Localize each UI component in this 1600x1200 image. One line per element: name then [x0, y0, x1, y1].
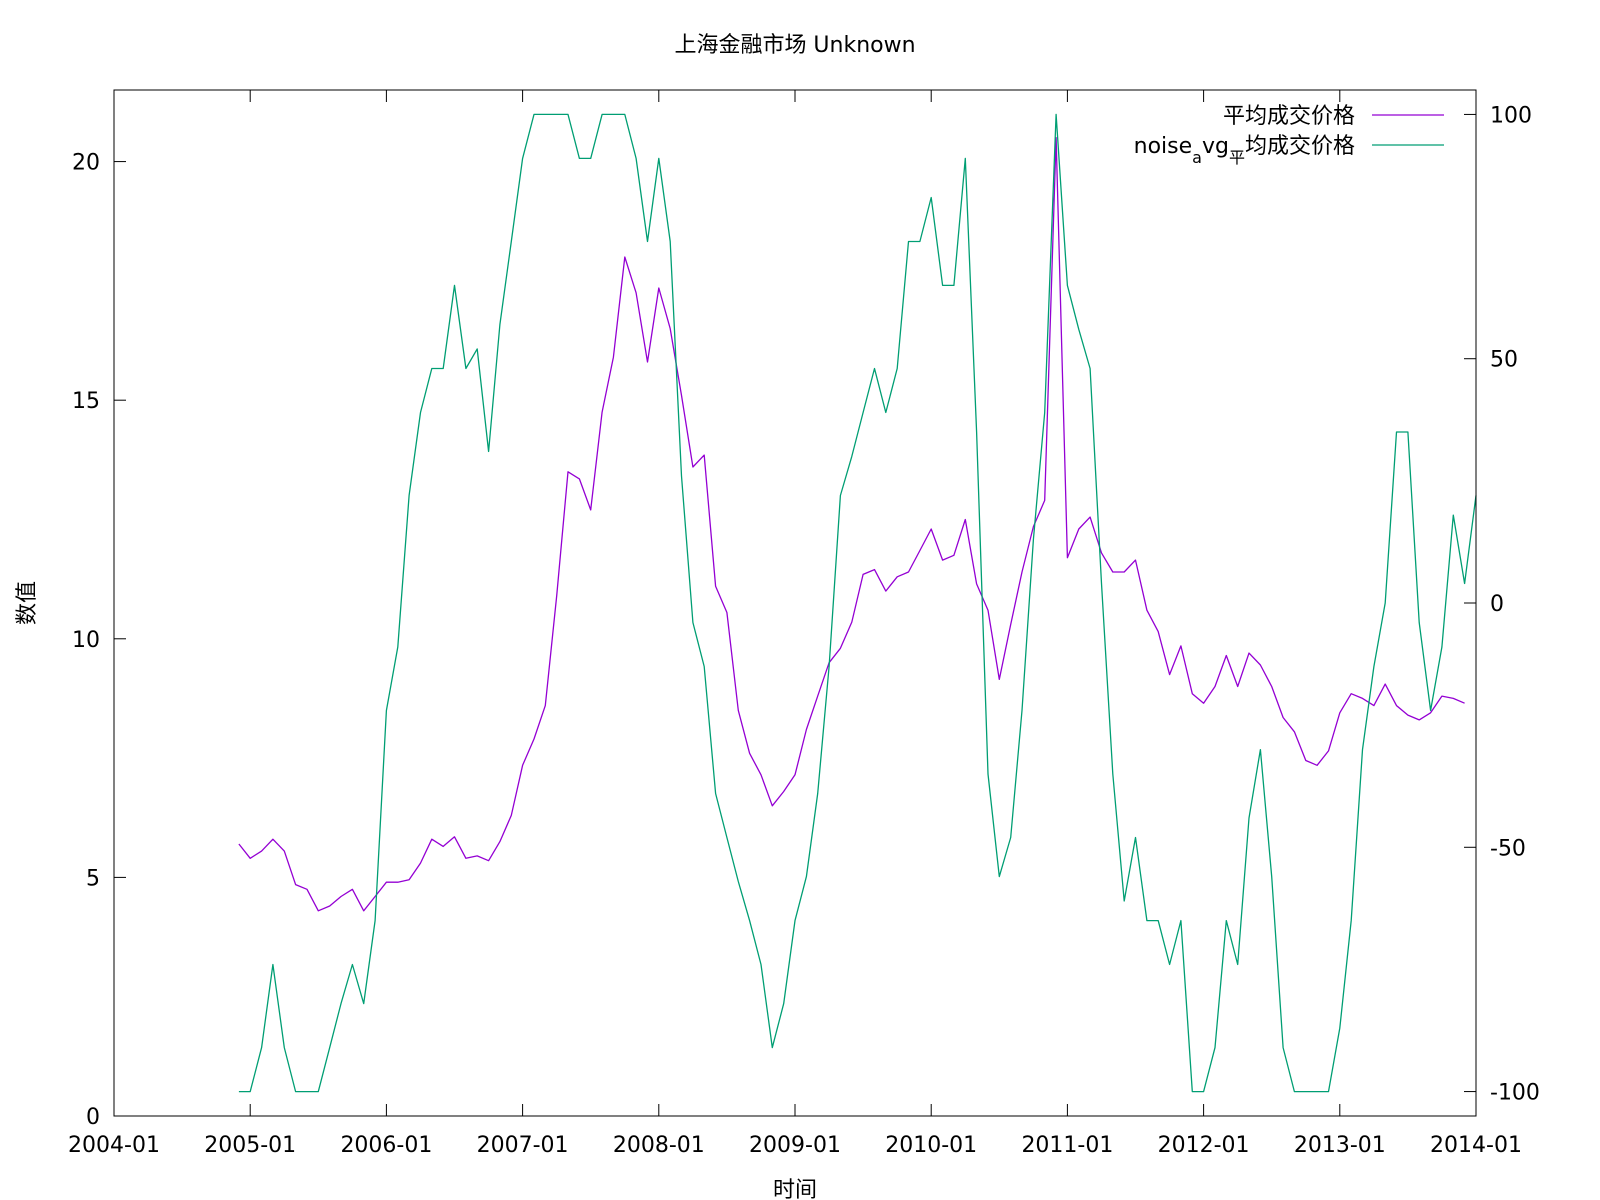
y-left-tick-label: 10 — [72, 628, 100, 653]
legend: 平均成交价格 noiseavg平均成交价格 — [1134, 104, 1444, 167]
y-right-tick-label: 0 — [1490, 592, 1504, 617]
x-tick-label: 2012-01 — [1158, 1133, 1250, 1158]
x-tick-label: 2013-01 — [1294, 1133, 1386, 1158]
plot-frame — [113, 89, 1477, 1117]
y-left-tick-label: 0 — [86, 1105, 100, 1130]
y-right-tick-label: 50 — [1490, 348, 1518, 373]
x-tick-label: 2005-01 — [204, 1133, 296, 1158]
x-tick-label: 2006-01 — [340, 1133, 432, 1158]
y-right-tick-label: -100 — [1490, 1081, 1540, 1106]
y-left-tick-label: 20 — [72, 151, 100, 176]
series-line-avg-price — [238, 137, 1465, 912]
y-left-tick-label: 5 — [86, 866, 100, 891]
chart-title: 上海金融市场 Unknown — [674, 33, 915, 58]
x-tick-label: 2010-01 — [885, 1133, 977, 1158]
x-tick-labels: 2004-01 2005-01 2006-01 2007-01 2008-01 2009-… — [68, 1133, 1522, 1158]
legend-label-noise-avg: noiseavg平均成交价格 — [1134, 134, 1355, 167]
x-tick-label: 2014-01 — [1430, 1133, 1522, 1158]
x-tick-label: 2009-01 — [749, 1133, 841, 1158]
y-right-tick-labels: -100 -50 0 50 100 — [1490, 103, 1540, 1105]
x-tick-label: 2004-01 — [68, 1133, 160, 1158]
y-left-tick-labels: 0 5 10 15 20 — [72, 151, 100, 1130]
y-right-tick-label: -50 — [1490, 836, 1526, 861]
legend-label-avg-price: 平均成交价格 — [1223, 104, 1355, 129]
series-line-noise-avg — [238, 113, 1477, 1093]
series-layer — [238, 113, 1477, 1093]
y-axis-title: 数值 — [15, 581, 40, 625]
y-right-tick-label: 100 — [1490, 103, 1532, 128]
x-axis-title: 时间 — [773, 1178, 817, 1200]
x-tick-label: 2011-01 — [1021, 1133, 1113, 1158]
y-left-tick-label: 15 — [72, 389, 100, 414]
x-tick-label: 2008-01 — [613, 1133, 705, 1158]
x-tick-label: 2007-01 — [477, 1133, 569, 1158]
